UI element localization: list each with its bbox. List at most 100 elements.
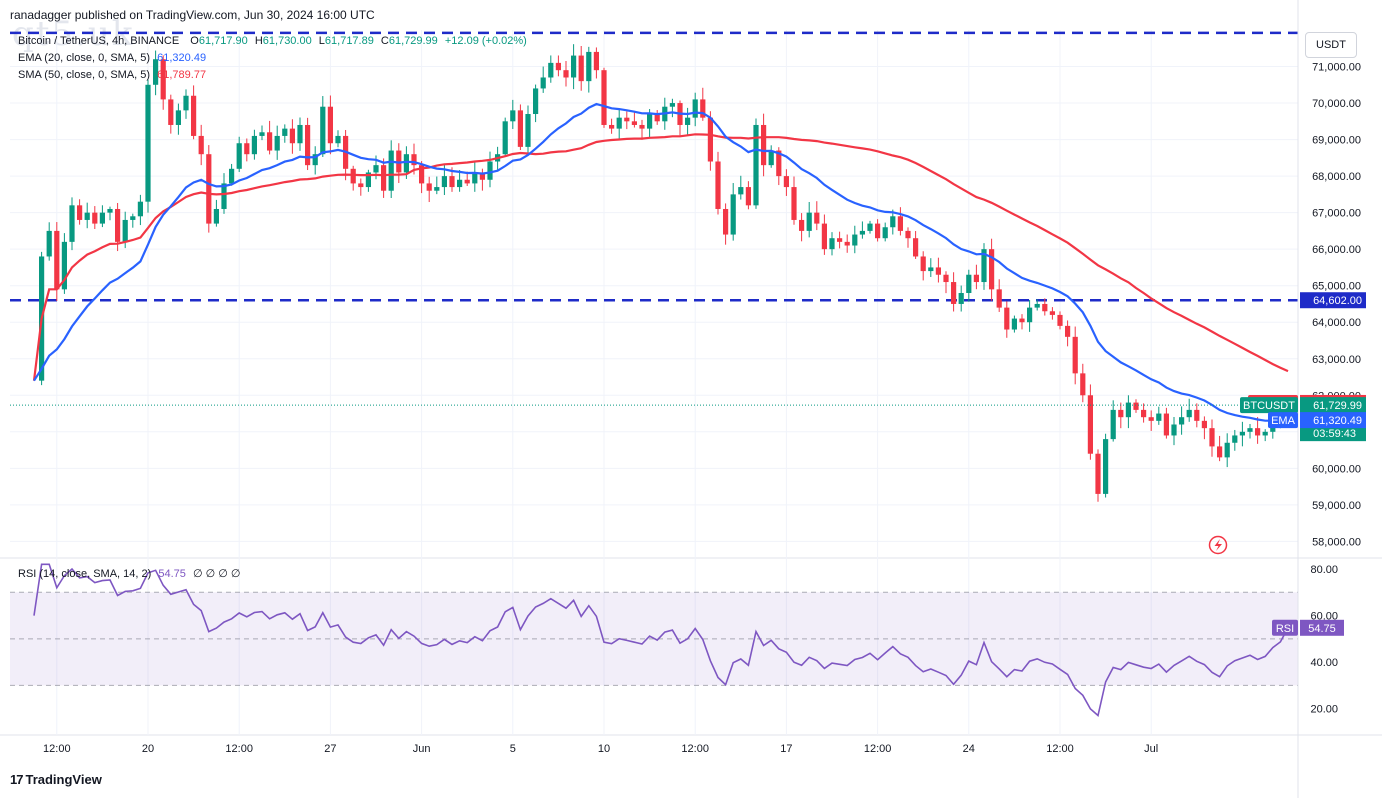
price-tick-label: 63,000.00	[1312, 354, 1361, 366]
candle-body	[46, 230, 52, 257]
candle-body	[1004, 307, 1010, 330]
candle-body	[571, 55, 577, 78]
candle-body	[206, 154, 212, 224]
price-tick-label: 65,000.00	[1312, 281, 1361, 293]
countdown-text: 03:59:43	[1313, 428, 1356, 440]
candle-body	[297, 124, 303, 144]
candle-body	[426, 183, 432, 191]
sma-legend[interactable]: SMA (50, close, 0, SMA, 5) 61,789.77	[18, 69, 206, 81]
price-tick-label: 69,000.00	[1312, 135, 1361, 147]
candle-body	[198, 135, 204, 155]
change-value: +12.09 (+0.02%)	[444, 35, 527, 47]
candle-body	[647, 114, 653, 129]
rsi-value-bg	[1300, 619, 1344, 636]
candle-body	[191, 95, 197, 136]
candle-body	[563, 70, 569, 78]
symbol-tag-bg	[1240, 397, 1298, 414]
candle-body	[1125, 402, 1131, 418]
last-price-text: 61,729.99	[1313, 400, 1362, 412]
open-value: 61,717.90	[198, 35, 248, 47]
candle-body	[966, 274, 972, 293]
candle-body	[981, 249, 987, 283]
candle-body	[768, 150, 774, 166]
candle-body	[305, 124, 311, 166]
candle-body	[479, 172, 485, 180]
ema-legend[interactable]: EMA (20, close, 0, SMA, 5) 61,320.49	[18, 52, 206, 64]
rsi-value-text: 54.75	[1308, 623, 1336, 635]
candle-body	[1011, 318, 1017, 330]
candle-body	[624, 117, 630, 122]
candle-body	[1148, 417, 1154, 421]
candle-body	[1262, 431, 1268, 436]
candle-body	[1019, 318, 1025, 323]
candle-body	[312, 154, 318, 166]
candle-body	[814, 212, 820, 224]
candle-body	[1201, 420, 1207, 429]
candle-body	[844, 241, 850, 246]
candle-body	[320, 106, 326, 155]
candle-body	[236, 143, 242, 169]
candle-body	[548, 62, 554, 78]
candle-body	[685, 117, 691, 125]
rsi-line	[33, 563, 1289, 717]
tradingview-logo-text: TradingView	[25, 772, 102, 787]
candle-body	[160, 59, 166, 100]
high-value: 61,730.00	[262, 35, 312, 47]
candle-body	[973, 274, 979, 283]
candle-body	[700, 99, 706, 118]
tradingview-logo: 17 TradingView	[10, 772, 102, 787]
candle-body	[890, 216, 896, 228]
rsi-legend[interactable]: RSI (14, close, SMA, 14, 2) 54.75 ∅ ∅ ∅ …	[18, 567, 240, 580]
candle-body	[153, 59, 159, 85]
candle-body	[1209, 428, 1215, 447]
candle-body	[137, 201, 143, 217]
price-tick-label: 59,000.00	[1312, 500, 1361, 512]
candle-body	[168, 99, 174, 125]
candle-body	[183, 95, 189, 111]
candle-body	[1057, 314, 1063, 326]
candle-body	[533, 88, 539, 115]
candle-body	[555, 62, 561, 71]
time-tick-label: 27	[324, 743, 336, 755]
candle-body	[229, 168, 235, 184]
candle-body	[289, 128, 295, 144]
price-tick-label: 60,000.00	[1312, 463, 1361, 475]
candle-body	[525, 114, 531, 147]
time-tick-label: 12:00	[864, 743, 892, 755]
candle-body	[753, 124, 759, 206]
candle-body	[69, 205, 75, 242]
ema-tag-bg	[1268, 412, 1298, 429]
candle-body	[441, 176, 447, 188]
candle-body	[723, 208, 729, 235]
candle-body	[875, 223, 881, 239]
candle-body	[99, 212, 105, 224]
candle-body	[487, 161, 493, 180]
candle-body	[654, 114, 660, 122]
candle-body	[122, 219, 128, 242]
candle-body	[1217, 446, 1223, 458]
price-tick-label: 68,000.00	[1312, 171, 1361, 183]
candle-body	[1072, 336, 1078, 374]
candle-body	[373, 165, 379, 173]
candle-body	[1163, 413, 1169, 436]
lightning-icon[interactable]	[1208, 535, 1228, 555]
candle-body	[335, 135, 341, 144]
candle-body	[1224, 442, 1230, 458]
open-label: O	[190, 35, 199, 47]
time-tick-label: 5	[510, 743, 516, 755]
candle-body	[457, 179, 463, 188]
candle-body	[913, 238, 919, 257]
candle-body	[1027, 307, 1033, 323]
price-tick-label: 58,000.00	[1312, 536, 1361, 548]
candle-body	[578, 55, 584, 82]
tradingview-logo-mark: 17	[10, 772, 24, 787]
candle-body	[472, 172, 478, 184]
candle-body	[381, 165, 387, 191]
candle-body	[221, 183, 227, 209]
currency-button[interactable]: USDT	[1305, 32, 1357, 58]
rsi-legend-extra: ∅ ∅ ∅ ∅	[192, 568, 241, 580]
candle-body	[175, 110, 181, 125]
time-tick-label: Jul	[1144, 743, 1158, 755]
candle-body	[1133, 402, 1139, 410]
